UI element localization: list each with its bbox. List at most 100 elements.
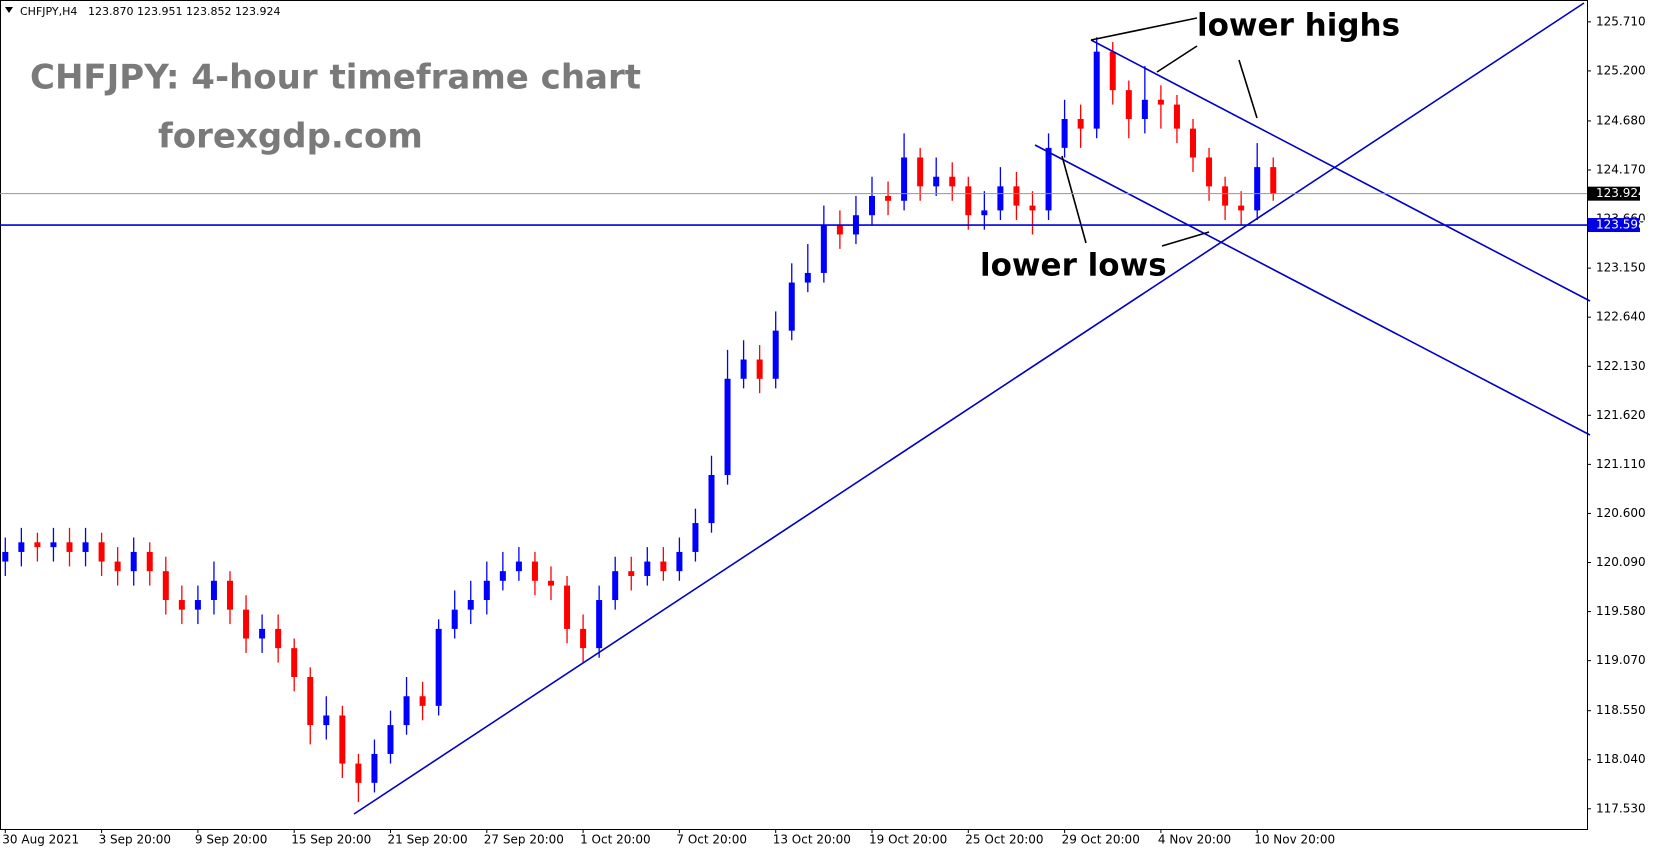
menu-arrow[interactable] — [5, 7, 13, 13]
candle-body — [227, 580, 233, 610]
candle-body — [1222, 186, 1229, 206]
candle-body — [499, 571, 506, 581]
candle-body — [371, 753, 378, 783]
candle-body — [901, 157, 908, 201]
candle-body — [130, 551, 137, 572]
candle-body — [628, 571, 635, 576]
candle-body — [114, 561, 121, 572]
candle-body — [291, 648, 298, 677]
candle-body — [820, 224, 827, 273]
y-tick-label: 125.200 — [1596, 63, 1646, 77]
candle-body — [50, 542, 57, 548]
annotation: lower lows — [980, 248, 1167, 284]
support-level-box — [1588, 218, 1640, 233]
candle-body — [660, 561, 667, 572]
candle-body — [483, 580, 490, 601]
candle-body — [981, 210, 988, 216]
candle-body — [387, 725, 394, 754]
candle-body — [1045, 147, 1052, 211]
candle-body — [1173, 104, 1180, 129]
candle-body — [885, 195, 892, 201]
current-price-label: 123.924 — [1596, 186, 1646, 200]
candle-body — [162, 571, 169, 601]
y-tick-label: 121.110 — [1596, 457, 1646, 471]
candle-body — [451, 609, 458, 629]
y-tick-label: 118.040 — [1596, 752, 1646, 766]
x-tick-label: 3 Sep 20:00 — [99, 833, 171, 847]
annotation: lower highs — [1197, 8, 1400, 44]
candle-body — [676, 551, 683, 572]
candle-body — [515, 561, 522, 572]
candle-body — [194, 600, 201, 610]
y-tick-label: 125.710 — [1596, 14, 1646, 28]
symbol-label: CHFJPY,H4 — [20, 5, 77, 18]
x-tick-label: 7 Oct 20:00 — [676, 833, 747, 847]
candle-body — [692, 523, 699, 552]
candle-body — [548, 580, 554, 586]
quote: 123.870 123.951 123.852 123.924 — [88, 5, 280, 18]
candle-body — [178, 600, 185, 610]
candle-body — [917, 157, 924, 187]
y-tick-label: 122.640 — [1596, 310, 1646, 324]
candle-body — [1061, 119, 1068, 148]
candle-body — [1093, 51, 1100, 129]
candle-body — [1077, 119, 1084, 129]
candle-body — [580, 628, 587, 649]
candles — [2, 37, 1277, 803]
y-tick-label: 120.600 — [1596, 506, 1646, 520]
pointers — [1061, 17, 1258, 247]
chart-title: CHFJPY: 4-hour timeframe chart — [30, 58, 641, 98]
candle-body — [66, 542, 73, 552]
y-tick-label: 117.530 — [1596, 801, 1646, 815]
pointer-line — [1238, 59, 1258, 119]
candle-body — [740, 359, 747, 379]
candle-body — [949, 176, 956, 187]
candle-body — [965, 186, 972, 216]
candle-body — [1125, 90, 1132, 120]
candle-body — [355, 763, 362, 783]
y-tick-label: 120.090 — [1596, 555, 1646, 569]
candle-body — [2, 551, 9, 562]
candle-body — [18, 542, 25, 552]
y-tick-label: 119.070 — [1596, 653, 1646, 667]
candle-body — [146, 551, 153, 572]
support-level-label: 123.598 — [1596, 218, 1646, 232]
candle-body — [788, 282, 795, 331]
candle-body — [1206, 157, 1213, 187]
candle-body — [1029, 205, 1036, 211]
y-tick-label: 124.170 — [1596, 162, 1646, 176]
candle-body — [1190, 128, 1196, 158]
candle-body — [1109, 51, 1116, 91]
candle-body — [1254, 167, 1261, 211]
x-tick-label: 10 Nov 20:00 — [1254, 833, 1335, 847]
candle-body — [724, 378, 731, 475]
candle-body — [467, 600, 474, 610]
x-tick-label: 29 Oct 20:00 — [1062, 833, 1140, 847]
candle-body — [1013, 186, 1020, 206]
candle-body — [756, 359, 763, 379]
candle-body — [275, 628, 282, 649]
y-tick-label: 118.550 — [1596, 703, 1646, 717]
chart-subtitle: forexgdp.com — [158, 117, 423, 157]
candle-body — [259, 628, 266, 639]
pointer-line — [1061, 155, 1087, 244]
candle-body — [1238, 205, 1245, 211]
candle-body — [419, 696, 426, 706]
y-tick-label: 123.150 — [1596, 261, 1646, 275]
x-tick-label: 13 Oct 20:00 — [773, 833, 851, 847]
x-tick-label: 30 Aug 2021 — [2, 833, 79, 847]
current-price-box — [1588, 186, 1640, 201]
x-tick-label: 9 Sep 20:00 — [195, 833, 267, 847]
candle-body — [339, 715, 346, 764]
y-tick-label: 122.130 — [1596, 359, 1646, 373]
candle-body — [708, 474, 715, 524]
candle-body — [243, 609, 250, 639]
candle-body — [531, 561, 538, 581]
candle-body — [933, 176, 940, 187]
candle-body — [772, 330, 779, 379]
candle-body — [997, 186, 1004, 211]
candle-body — [1157, 99, 1164, 105]
y-tick-label: 119.580 — [1596, 604, 1646, 618]
